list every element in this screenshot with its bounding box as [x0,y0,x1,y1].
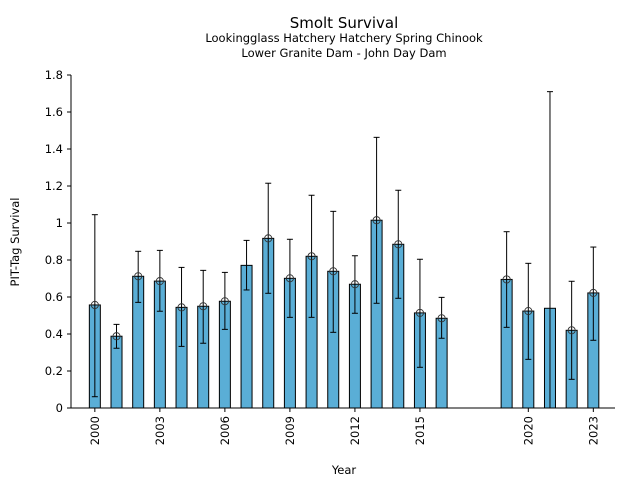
x-tick-label: 2020 [521,416,535,445]
bar-group-2014 [392,189,405,409]
point-marker-2010 [307,252,316,261]
bar-group-2000 [88,214,101,409]
bar-group-2006 [218,271,231,409]
point-marker-2004 [177,303,186,312]
chart-subtitle-line-1: Lookingglass Hatchery Hatchery Spring Ch… [205,31,483,45]
point-marker-2008 [264,234,273,243]
point-marker-2023 [589,288,598,297]
bar-group-2008 [262,182,275,409]
y-axis: 0 0.2 0.4 0.6 0.8 1 1.2 1.4 1.6 1.8 [45,68,72,415]
x-axis: 2000 2003 2006 2009 2012 2015 2020 2023 [71,407,615,445]
bar-group-2002 [132,250,145,409]
y-tick-label: 1.4 [45,142,63,156]
point-marker-2009 [285,274,294,283]
point-marker-2015 [415,308,424,317]
bar-group-2022 [565,280,578,409]
point-marker-2019 [502,275,511,284]
y-tick-label: 1.6 [45,105,63,119]
plot-area [88,91,600,409]
x-axis-label: Year [331,463,357,477]
bar-group-2001 [110,323,123,409]
bar-group-2016 [435,296,448,409]
bar-group-2009 [283,238,296,409]
y-tick-label: 0.2 [45,364,63,378]
x-tick-label: 2012 [348,416,362,445]
y-tick-label: 1.2 [45,179,63,193]
bar-group-2023 [587,246,600,409]
x-tick-label: 2006 [218,416,232,445]
point-marker-2001 [112,332,121,341]
point-marker-2011 [329,267,338,276]
bar-group-2010 [305,194,318,409]
point-marker-2012 [350,280,359,289]
chart-subtitle-line-2: Lower Granite Dam - John Day Dam [241,46,446,60]
y-tick-label: 0.4 [45,327,63,341]
bar-group-2012 [348,255,361,409]
y-tick-label: 0 [56,401,63,415]
bar-group-2013 [370,136,383,409]
bar-group-2019 [500,231,513,409]
point-marker-2005 [199,302,208,311]
point-marker-2013 [372,216,381,225]
point-marker-2006 [220,297,229,306]
bar-group-2021 [543,91,556,409]
point-marker-2003 [155,277,164,286]
point-marker-2000 [90,300,99,310]
x-tick-label: 2003 [153,416,167,445]
point-marker-2002 [134,272,143,281]
point-marker-2014 [394,240,403,249]
y-tick-label: 1 [56,216,63,230]
y-tick-label: 0.6 [45,290,63,304]
bar-group-2004 [175,266,188,409]
bar-group-2015 [413,258,426,409]
bar-group-2005 [197,269,210,409]
point-marker-2022 [567,326,576,335]
bar-group-2003 [153,249,166,409]
bar-group-2020 [522,262,535,409]
x-tick-label: 2009 [283,416,297,445]
point-marker-2020 [524,307,533,316]
bar-group-2011 [327,210,340,409]
y-tick-label: 1.8 [45,68,63,82]
chart-title: Smolt Survival [290,14,399,32]
y-axis-label: PIT-Tag Survival [8,198,22,287]
y-tick-label: 0.8 [45,253,63,267]
x-tick-label: 2015 [413,416,427,445]
point-marker-2016 [437,314,446,323]
x-tick-label: 2000 [88,416,102,445]
bar-group-2007 [240,239,253,409]
x-tick-label: 2023 [586,416,600,445]
